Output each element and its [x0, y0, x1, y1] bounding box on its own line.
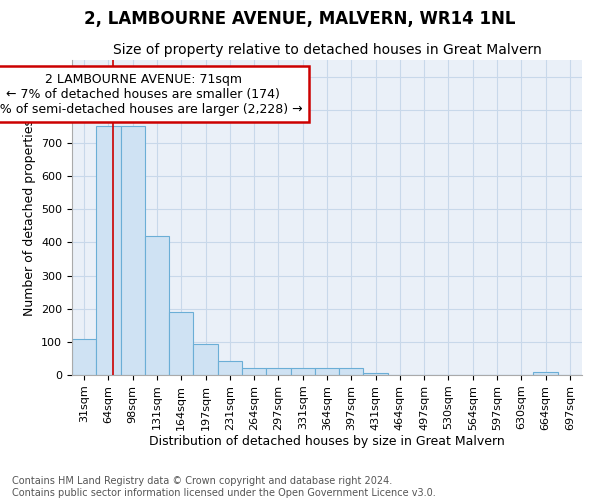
Text: 2, LAMBOURNE AVENUE, MALVERN, WR14 1NL: 2, LAMBOURNE AVENUE, MALVERN, WR14 1NL [84, 10, 516, 28]
Bar [121, 126, 145, 375]
Text: 2 LAMBOURNE AVENUE: 71sqm
← 7% of detached houses are smaller (174)
92% of semi-: 2 LAMBOURNE AVENUE: 71sqm ← 7% of detach… [0, 72, 303, 116]
Bar [290, 368, 315, 375]
Bar [169, 312, 193, 375]
Bar [315, 368, 339, 375]
Bar [266, 368, 290, 375]
X-axis label: Distribution of detached houses by size in Great Malvern: Distribution of detached houses by size … [149, 436, 505, 448]
Bar [218, 361, 242, 375]
Text: Contains HM Land Registry data © Crown copyright and database right 2024.
Contai: Contains HM Land Registry data © Crown c… [12, 476, 436, 498]
Title: Size of property relative to detached houses in Great Malvern: Size of property relative to detached ho… [113, 44, 541, 58]
Bar [96, 126, 121, 375]
Bar [193, 344, 218, 375]
Bar [242, 368, 266, 375]
Y-axis label: Number of detached properties: Number of detached properties [23, 119, 35, 316]
Bar [72, 338, 96, 375]
Bar [364, 374, 388, 375]
Bar [533, 372, 558, 375]
Bar [339, 368, 364, 375]
Bar [145, 236, 169, 375]
